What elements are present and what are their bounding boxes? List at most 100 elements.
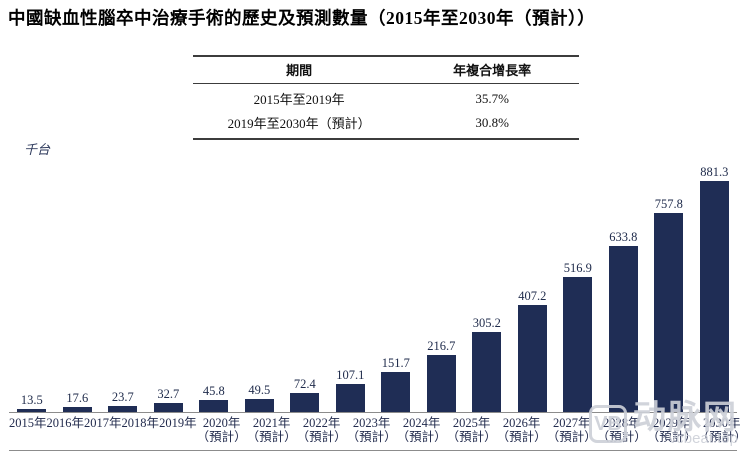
x-axis-label: 2021年 （預計） — [247, 416, 297, 450]
bar-value-label: 13.5 — [20, 392, 43, 407]
x-axis-note: （預計） — [696, 430, 740, 444]
bar-column: 151.7 — [373, 356, 419, 412]
x-axis-year: 2017年 — [84, 416, 122, 430]
cagr-table-header-row: 期間 年複合增長率 — [193, 56, 579, 84]
bar-value-label: 305.2 — [472, 316, 501, 330]
x-axis-year: 2026年 — [502, 416, 541, 430]
bar-column: 516.9 — [555, 260, 601, 412]
bar-column: 107.1 — [328, 368, 374, 412]
bar-chart: 13.5 17.6 23.7 32.7 45.8 49.5 72.4 107.1 151.7 21… — [9, 160, 740, 451]
bar — [426, 355, 456, 412]
x-axis-note: （預計） — [546, 430, 597, 444]
x-axis-note: （預計） — [646, 430, 697, 444]
cagr-rate-cell: 30.8% — [475, 114, 509, 130]
x-axis-note: （預計） — [496, 430, 547, 444]
x-axis-year: 2018年 — [121, 416, 160, 430]
x-axis-label: 2024年 （預計） — [397, 416, 447, 450]
plot-area: 13.5 17.6 23.7 32.7 45.8 49.5 72.4 107.1 151.7 21… — [9, 160, 737, 413]
bar — [108, 405, 138, 412]
bar — [381, 372, 411, 412]
x-axis-year: 2016年 — [46, 416, 85, 430]
bar — [62, 407, 92, 412]
bar-value-label: 17.6 — [66, 391, 89, 406]
cagr-column-header: 年複合增長率 — [453, 63, 532, 78]
x-axis-label: 2027年 （預計） — [547, 416, 597, 450]
x-axis-year: 2020年 — [202, 416, 241, 430]
bar-value-label: 881.3 — [700, 165, 729, 179]
x-axis-label: 2015年 — [9, 416, 47, 450]
x-axis-note: （預計） — [346, 430, 397, 444]
bar-value-label: 216.7 — [427, 339, 456, 354]
y-axis-unit-label: 千台 — [24, 142, 51, 157]
cagr-period-cell: 2019年至2030年（預計） — [227, 116, 371, 131]
bar-column: 305.2 — [464, 316, 510, 412]
x-axis-year: 2024年 — [402, 416, 441, 430]
x-axis-label: 2017年 — [84, 416, 122, 450]
x-axis-note: （預計） — [596, 430, 647, 444]
bar-value-label: 32.7 — [157, 387, 180, 402]
bar-value-label: 516.9 — [563, 260, 592, 275]
bar-value-label: 151.7 — [381, 356, 410, 371]
x-axis-label: 2025年 （預計） — [447, 416, 497, 450]
cagr-rate-cell: 35.7% — [475, 90, 509, 106]
x-axis-year: 2023年 — [352, 416, 391, 430]
bar-column: 13.5 — [9, 392, 55, 412]
bar — [17, 408, 47, 412]
cagr-table-row: 2019年至2030年（預計） 30.8% — [193, 111, 579, 139]
x-axis-label: 2016年 — [47, 416, 85, 450]
bar-value-label: 757.8 — [654, 197, 683, 212]
bar — [244, 399, 274, 412]
bar-column: 72.4 — [282, 377, 328, 412]
cagr-period-cell: 2015年至2019年 — [253, 92, 345, 107]
x-axis-year: 2025年 — [452, 416, 491, 430]
page-title: 中國缺血性腦卒中治療手術的歷史及預測數量（2015年至2030年（預計）） — [8, 8, 596, 28]
x-axis-label: 2020年 （預計） — [197, 416, 247, 450]
cagr-column-header: 期間 — [286, 63, 313, 78]
bar — [199, 400, 229, 412]
bar-column: 757.8 — [646, 197, 692, 412]
x-axis-label: 2018年 — [122, 416, 160, 450]
x-axis-note: （預計） — [396, 430, 447, 444]
bar-value-label: 72.4 — [293, 377, 316, 391]
bar-column: 17.6 — [55, 391, 101, 412]
x-axis-note: （預計） — [246, 430, 297, 444]
x-axis-label: 2029年 （預計） — [647, 416, 697, 450]
x-axis: 2015年 2016年 2017年 2018年 2019年 2020年 （預計） 2021年（… — [9, 413, 740, 451]
x-axis-note: （預計） — [196, 430, 247, 444]
bar-column: 216.7 — [419, 339, 465, 412]
bar-value-label: 407.2 — [518, 289, 547, 304]
bar-column: 49.5 — [237, 383, 283, 412]
x-axis-label: 2028年 （預計） — [597, 416, 647, 450]
bar-column: 23.7 — [100, 390, 146, 412]
x-axis-label: 2022年 （預計） — [297, 416, 347, 450]
bar — [654, 213, 684, 412]
x-axis-year: 2028年 — [602, 416, 641, 430]
x-axis-label: 2026年 （預計） — [497, 416, 547, 450]
bar-value-label: 633.8 — [609, 229, 638, 244]
bar — [472, 332, 502, 412]
bar — [608, 245, 638, 412]
bar-column: 32.7 — [146, 387, 192, 412]
x-axis-note: （預計） — [296, 430, 347, 444]
bar-value-label: 23.7 — [111, 389, 134, 404]
bar-column: 45.8 — [191, 384, 237, 412]
bar — [517, 305, 547, 412]
bar-column: 881.3 — [692, 165, 738, 412]
x-axis-year: 2021年 — [252, 416, 291, 430]
bar-value-label: 45.8 — [202, 384, 225, 398]
bar — [153, 403, 183, 412]
x-axis-label: 2030年（預計） — [697, 416, 740, 450]
cagr-table: 期間 年複合增長率 2015年至2019年 35.7% 2019年至2030年（預計）… — [193, 55, 579, 140]
bar-column: 633.8 — [601, 230, 647, 412]
x-axis-year: 2019年 — [159, 416, 197, 430]
bar — [290, 393, 320, 412]
cagr-table-row: 2015年至2019年 35.7% — [193, 84, 579, 112]
bar — [699, 181, 729, 412]
x-axis-label: 2019年 — [159, 416, 197, 450]
bar-value-label: 107.1 — [336, 367, 365, 382]
bar-value-label: 49.5 — [248, 383, 271, 397]
bar — [563, 276, 593, 412]
x-axis-year: 2029年 — [652, 416, 691, 430]
x-axis-year: 2022年 — [302, 416, 341, 430]
